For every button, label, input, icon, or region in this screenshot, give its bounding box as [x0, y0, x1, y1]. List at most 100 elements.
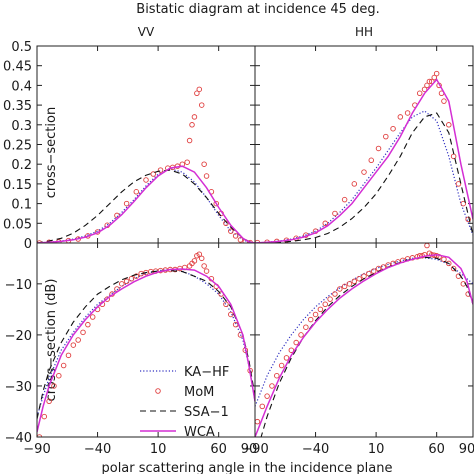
mom-point: [269, 383, 275, 389]
mom-point: [455, 181, 462, 187]
mom-point: [119, 281, 125, 287]
panel-3: −90 −40 10 60 90: [241, 242, 474, 457]
wca-line: [37, 165, 255, 243]
y-tick-label: −40: [5, 431, 32, 446]
panel-1: [254, 45, 474, 244]
mom-point: [361, 169, 367, 175]
y-tick-label: 0.15: [3, 178, 32, 193]
mom-point: [255, 418, 261, 425]
x-tick-label: 90: [241, 442, 258, 457]
y-tick-label: 0.4: [11, 79, 32, 94]
plot-frame: [254, 45, 474, 244]
mom-point: [123, 278, 130, 285]
y-tick-label: 0.45: [3, 60, 32, 75]
mom-point: [341, 283, 348, 290]
mom-point: [421, 86, 428, 93]
ssa-1-line: [37, 169, 255, 243]
mom-point: [293, 339, 299, 346]
mom-point: [312, 311, 319, 318]
panel-0: 0 0.05 0.1 0.15 0.2 0.25 0.3 0.35 0.4 0.45 0.5 cros…: [3, 40, 256, 252]
wca-line: [37, 268, 255, 433]
mom-point: [41, 413, 48, 420]
x-tick-label: 10: [150, 442, 167, 457]
y-axis-label: cross−section: [44, 107, 59, 198]
y-tick-label: 0.5: [11, 40, 32, 55]
mom-point: [128, 275, 135, 282]
mom-point: [196, 86, 203, 93]
plot-frame: [254, 242, 474, 438]
mom-point: [228, 311, 234, 318]
mom-point: [375, 145, 382, 152]
y-tick-label: 0.25: [3, 139, 32, 154]
mom-point: [223, 301, 229, 308]
mom-point: [85, 321, 91, 328]
x-tick-label: −40: [302, 442, 329, 457]
mom-point: [104, 296, 110, 302]
mom-point: [332, 291, 338, 297]
ka-hf-line: [255, 110, 473, 243]
mom-point: [322, 301, 328, 308]
mom-point: [70, 342, 77, 348]
mom-point: [274, 372, 280, 379]
y-tick-label: 0.2: [11, 158, 32, 173]
mom-point: [213, 200, 219, 207]
mom-point: [424, 243, 430, 249]
figure-title: Bistatic diagram at incidence 45 deg.: [136, 2, 379, 17]
mom-point: [194, 90, 200, 97]
mom-point: [337, 286, 343, 292]
mom-point: [322, 220, 328, 227]
mom-point: [433, 70, 440, 77]
x-tick-label: −90: [241, 442, 268, 457]
mom-point: [51, 383, 57, 389]
mom-point: [460, 200, 467, 207]
mom-point: [237, 237, 244, 243]
x-axis-label: polar scattering angle in the incidence …: [101, 461, 392, 474]
mom-point: [259, 403, 266, 410]
mom-point: [390, 125, 396, 132]
mom-point: [416, 90, 423, 97]
mom-point: [356, 275, 362, 282]
mom-point: [298, 332, 304, 338]
mom-point: [201, 263, 207, 269]
mom-point: [450, 153, 457, 160]
mom-point: [228, 228, 234, 234]
mom-point: [203, 173, 210, 179]
x-tick-label: 60: [210, 442, 227, 457]
mom-point: [80, 329, 86, 336]
mom-point: [232, 233, 239, 239]
mom-point: [191, 258, 198, 264]
mom-point: [431, 74, 437, 81]
mom-point: [327, 296, 333, 302]
ssa-1-line: [260, 256, 473, 437]
wca-line: [255, 78, 473, 243]
legend-wca-label: WCA: [184, 425, 215, 440]
legend-ssa-1-label: SSA−1: [184, 405, 229, 420]
mom-point: [288, 347, 295, 353]
ka-hf-line: [37, 168, 255, 243]
mom-point: [264, 393, 270, 399]
legend-mom-label: MoM: [184, 385, 214, 400]
mom-point: [65, 352, 72, 359]
mom-point: [56, 372, 62, 379]
y-tick-label: 0: [24, 237, 32, 252]
mom-point: [303, 324, 309, 330]
y-tick-label: 0.3: [11, 119, 32, 134]
mom-point: [341, 196, 348, 203]
y-tick-label: 0.35: [3, 99, 32, 114]
mom-point: [75, 337, 81, 343]
mom-point: [383, 133, 389, 140]
ssa-1-line: [37, 270, 255, 420]
panel-title-vv: VV: [138, 25, 155, 39]
mom-point: [346, 281, 353, 287]
x-tick-label: 90: [459, 442, 474, 457]
mom-point: [37, 434, 43, 437]
mom-point: [133, 189, 140, 195]
panel-title-hh: HH: [355, 25, 373, 39]
mom-point: [203, 268, 210, 274]
legend-mom-marker: [155, 388, 161, 394]
y-tick-label: −20: [5, 329, 32, 344]
mom-point: [441, 256, 447, 263]
mom-point: [89, 314, 96, 320]
ssa-1-line: [255, 112, 473, 243]
